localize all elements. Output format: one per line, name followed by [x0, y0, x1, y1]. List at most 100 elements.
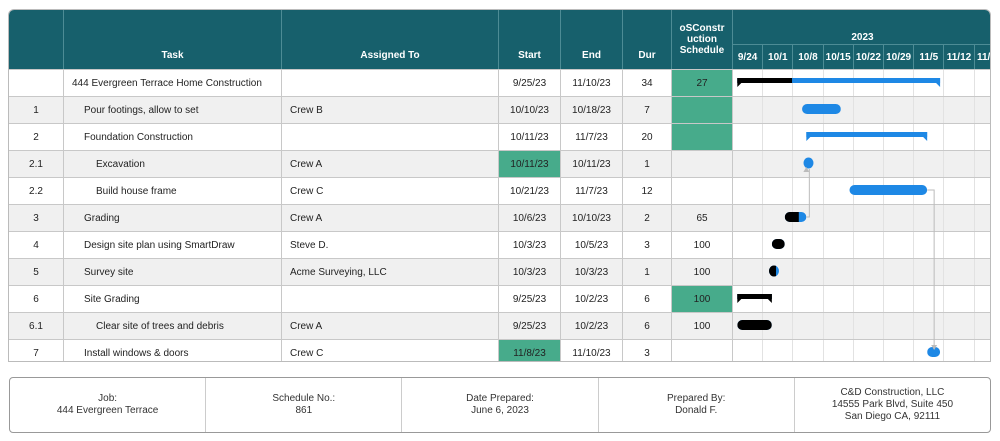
task-progress[interactable] — [768, 265, 776, 277]
cell-task[interactable]: Survey site — [64, 259, 282, 285]
table-row[interactable]: 6 Site Grading 9/25/23 10/2/23 6 100 — [9, 285, 990, 312]
cell-dur[interactable]: 20 — [623, 124, 672, 150]
cell-id[interactable]: 7 — [9, 340, 64, 361]
cell-id[interactable]: 5 — [9, 259, 64, 285]
cell-end[interactable]: 10/18/23 — [561, 97, 623, 123]
cell-assigned[interactable]: Crew A — [282, 313, 499, 339]
cell-end[interactable]: 10/5/23 — [561, 232, 623, 258]
header-end[interactable]: End — [561, 10, 623, 69]
cell-sched[interactable]: 100 — [672, 313, 733, 339]
summary-left-cap[interactable] — [737, 78, 742, 87]
task-progress[interactable] — [737, 320, 772, 330]
cell-start[interactable]: 11/8/23 — [499, 340, 561, 361]
cell-sched[interactable]: 27 — [672, 70, 733, 96]
cell-task[interactable]: Clear site of trees and debris — [64, 313, 282, 339]
table-row[interactable]: 7 Install windows & doors Crew C 11/8/23 11/… — [9, 339, 990, 361]
cell-sched[interactable]: 100 — [672, 259, 733, 285]
cell-id[interactable] — [9, 70, 64, 96]
header-task[interactable]: Task — [64, 10, 282, 69]
cell-task[interactable]: 444 Evergreen Terrace Home Construction — [64, 70, 282, 96]
table-row[interactable]: 5 Survey site Acme Surveying, LLC 10/3/23 10… — [9, 258, 990, 285]
cell-task[interactable]: Pour footings, allow to set — [64, 97, 282, 123]
header-schedule[interactable]: oSConstr uction Schedule — [672, 10, 733, 69]
cell-dur[interactable]: 1 — [623, 151, 672, 177]
cell-task[interactable]: Excavation — [64, 151, 282, 177]
cell-end[interactable]: 10/10/23 — [561, 205, 623, 231]
cell-assigned[interactable]: Steve D. — [282, 232, 499, 258]
cell-end[interactable]: 11/10/23 — [561, 340, 623, 361]
task-bar[interactable] — [802, 104, 841, 114]
cell-task[interactable]: Foundation Construction — [64, 124, 282, 150]
cell-dur[interactable]: 34 — [623, 70, 672, 96]
task-bar[interactable] — [803, 157, 814, 169]
summary-bar[interactable] — [737, 78, 941, 83]
cell-id[interactable]: 2.1 — [9, 151, 64, 177]
cell-end[interactable]: 10/11/23 — [561, 151, 623, 177]
summary-left-cap[interactable] — [737, 294, 742, 303]
cell-sched[interactable] — [672, 340, 733, 361]
cell-sched[interactable] — [672, 178, 733, 204]
cell-start[interactable]: 10/10/23 — [499, 97, 561, 123]
table-row[interactable]: 2.1 Excavation Crew A 10/11/23 10/11/23 1 — [9, 150, 990, 177]
cell-sched[interactable] — [672, 124, 733, 150]
cell-start[interactable]: 9/25/23 — [499, 286, 561, 312]
cell-id[interactable]: 6.1 — [9, 313, 64, 339]
cell-dur[interactable]: 1 — [623, 259, 672, 285]
task-progress[interactable] — [784, 212, 799, 222]
cell-start[interactable]: 10/11/23 — [499, 124, 561, 150]
summary-right-cap[interactable] — [767, 294, 772, 303]
cell-start[interactable]: 10/11/23 — [499, 151, 561, 177]
table-row[interactable]: 4 Design site plan using SmartDraw Steve D… — [9, 231, 990, 258]
cell-task[interactable]: Build house frame — [64, 178, 282, 204]
cell-assigned[interactable]: Crew C — [282, 340, 499, 361]
cell-dur[interactable]: 6 — [623, 286, 672, 312]
cell-sched[interactable]: 65 — [672, 205, 733, 231]
task-progress[interactable] — [771, 239, 785, 249]
header-assigned[interactable]: Assigned To — [282, 10, 499, 69]
cell-task[interactable]: Design site plan using SmartDraw — [64, 232, 282, 258]
summary-progress[interactable] — [737, 294, 772, 299]
cell-start[interactable]: 10/3/23 — [499, 259, 561, 285]
cell-id[interactable]: 2.2 — [9, 178, 64, 204]
table-row[interactable]: 3 Grading Crew A 10/6/23 10/10/23 2 65 — [9, 204, 990, 231]
cell-assigned[interactable]: Crew A — [282, 205, 499, 231]
cell-start[interactable]: 9/25/23 — [499, 70, 561, 96]
summary-right-cap[interactable] — [923, 132, 928, 141]
cell-id[interactable]: 4 — [9, 232, 64, 258]
task-bar[interactable] — [927, 347, 941, 357]
cell-id[interactable]: 3 — [9, 205, 64, 231]
cell-end[interactable]: 10/2/23 — [561, 286, 623, 312]
cell-assigned[interactable] — [282, 124, 499, 150]
cell-task[interactable]: Site Grading — [64, 286, 282, 312]
cell-start[interactable]: 10/6/23 — [499, 205, 561, 231]
cell-task[interactable]: Install windows & doors — [64, 340, 282, 361]
cell-dur[interactable]: 7 — [623, 97, 672, 123]
cell-start[interactable]: 10/3/23 — [499, 232, 561, 258]
header-dur[interactable]: Dur — [623, 10, 672, 69]
dependency-arrow-icon[interactable] — [803, 167, 810, 172]
cell-sched[interactable]: 100 — [672, 286, 733, 312]
cell-end[interactable]: 11/7/23 — [561, 124, 623, 150]
cell-id[interactable]: 2 — [9, 124, 64, 150]
cell-assigned[interactable]: Crew B — [282, 97, 499, 123]
cell-assigned[interactable] — [282, 286, 499, 312]
cell-sched[interactable] — [672, 151, 733, 177]
cell-assigned[interactable] — [282, 70, 499, 96]
cell-start[interactable]: 9/25/23 — [499, 313, 561, 339]
header-start[interactable]: Start — [499, 10, 561, 69]
cell-assigned[interactable]: Acme Surveying, LLC — [282, 259, 499, 285]
summary-right-cap[interactable] — [936, 78, 941, 87]
cell-sched[interactable]: 100 — [672, 232, 733, 258]
dependency-arrow-icon[interactable] — [931, 345, 938, 350]
cell-end[interactable]: 10/2/23 — [561, 313, 623, 339]
cell-id[interactable]: 1 — [9, 97, 64, 123]
cell-dur[interactable]: 12 — [623, 178, 672, 204]
summary-left-cap[interactable] — [806, 132, 811, 141]
cell-dur[interactable]: 6 — [623, 313, 672, 339]
cell-dur[interactable]: 3 — [623, 232, 672, 258]
cell-assigned[interactable]: Crew C — [282, 178, 499, 204]
cell-sched[interactable] — [672, 97, 733, 123]
cell-dur[interactable]: 2 — [623, 205, 672, 231]
cell-id[interactable]: 6 — [9, 286, 64, 312]
